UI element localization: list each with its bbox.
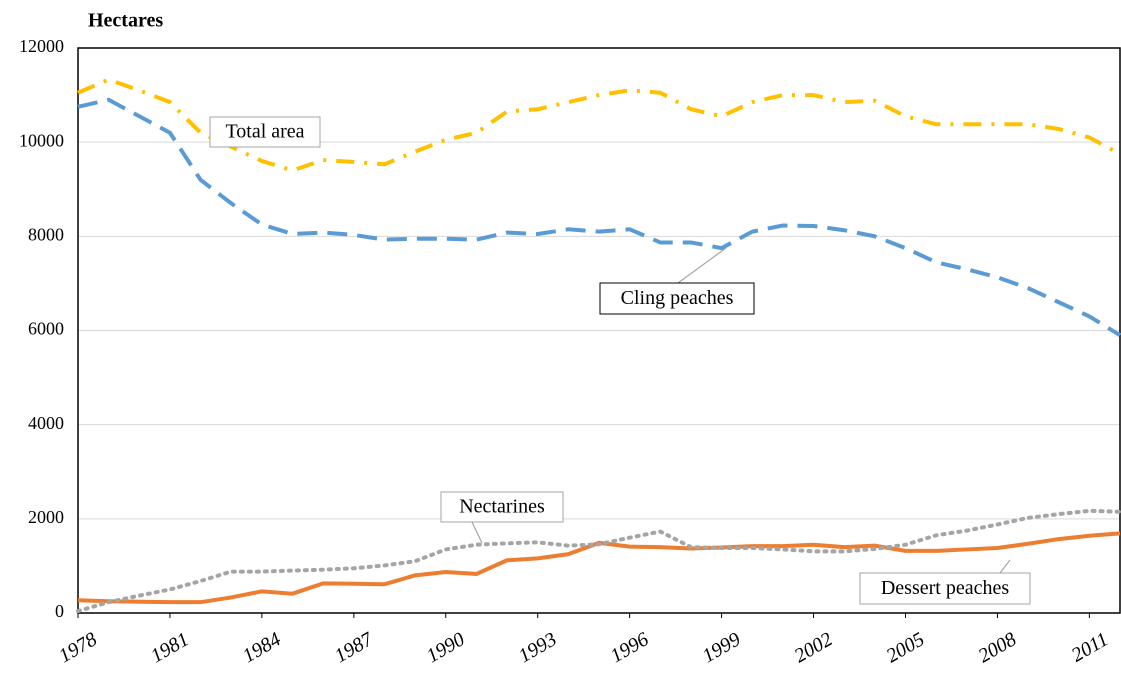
x-tick-label: 1978	[55, 628, 101, 667]
series-line	[77, 97, 1121, 337]
series-line	[77, 77, 1121, 173]
x-tick-label: 1981	[147, 628, 193, 667]
y-tick-label: 6000	[28, 319, 64, 339]
callout-line	[471, 521, 483, 544]
x-tick-label: 1984	[239, 628, 285, 667]
y-tick-label: 8000	[28, 224, 64, 244]
series-label: Cling peaches	[621, 287, 734, 309]
x-tick-label: 2011	[1068, 628, 1112, 666]
x-tick-label: 1990	[423, 628, 469, 667]
x-tick-label: 1987	[331, 628, 378, 668]
series-label: Total area	[225, 121, 304, 143]
x-tick-label: 1996	[607, 628, 653, 667]
callout-box	[440, 491, 564, 523]
callout-box	[859, 572, 1031, 605]
x-tick-label: 2008	[975, 628, 1021, 667]
y-tick-label: 0	[55, 601, 64, 621]
plot-border	[77, 47, 1121, 614]
y-tick-label: 12000	[19, 36, 64, 56]
callout-line	[677, 247, 727, 284]
x-tick-label: 2005	[883, 628, 929, 667]
x-tick-label: 1999	[699, 628, 745, 667]
y-tick-label: 2000	[28, 507, 64, 527]
x-tick-label: 2002	[791, 628, 837, 667]
y-axis-title: Hectares	[88, 10, 163, 32]
x-tick-label: 1993	[515, 628, 561, 667]
callout-line	[999, 559, 1011, 574]
callout-box	[209, 116, 321, 148]
y-tick-label: 4000	[28, 413, 64, 433]
callout-box	[599, 282, 755, 315]
series-label: Nectarines	[459, 496, 545, 518]
y-tick-label: 10000	[19, 130, 64, 150]
series-label: Dessert peaches	[881, 577, 1009, 599]
series-line	[76, 508, 1121, 614]
